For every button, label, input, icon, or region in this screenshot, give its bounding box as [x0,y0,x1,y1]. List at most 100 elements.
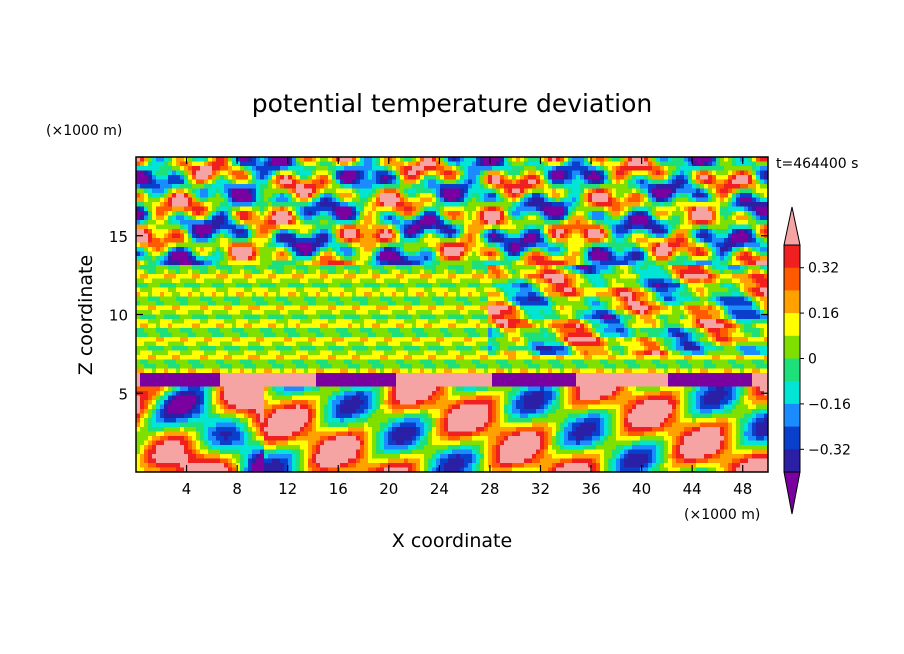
heatmap-cell [236,175,241,181]
heatmap-cell [240,215,245,221]
heatmap-cell [376,233,381,239]
heatmap-cell [440,215,445,221]
heatmap-cell [564,260,569,266]
heatmap-cell [404,247,409,253]
heatmap-cell [668,265,673,271]
heatmap-cell [160,224,165,230]
heatmap-cell [664,161,669,167]
heatmap-cell [328,193,333,199]
heatmap-cell [572,193,577,199]
heatmap-cell [196,202,201,208]
heatmap-cell [400,220,405,226]
heatmap-cell [532,278,537,284]
heatmap-cell [340,206,345,212]
heatmap-cell [548,220,553,226]
heatmap-cell [468,170,473,176]
heatmap-cell [632,179,637,185]
heatmap-cell [760,206,765,212]
heatmap-cell [364,229,369,235]
heatmap-cell [600,157,605,163]
heatmap-cell [476,283,481,289]
heatmap-cell [308,166,313,172]
heatmap-cell [232,283,237,289]
heatmap-cell [336,179,341,185]
heatmap-cell [728,269,733,275]
heatmap-cell [536,238,541,244]
heatmap-cell [236,233,241,239]
heatmap-cell [200,233,205,239]
heatmap-cell [684,202,689,208]
heatmap-cell [688,233,693,239]
heatmap-cell [208,202,213,208]
heatmap-cell [512,206,517,212]
heatmap-cell [452,175,457,181]
heatmap-cell [648,247,653,253]
heatmap-cell [360,220,365,226]
heatmap-cell [216,287,221,293]
heatmap-cell [256,166,261,172]
heatmap-cell [468,184,473,190]
heatmap-cell [468,251,473,257]
heatmap-cell [364,278,369,284]
heatmap-cell [472,292,477,298]
heatmap-cell [556,202,561,208]
heatmap-cell [368,175,373,181]
heatmap-cell [340,224,345,230]
heatmap-cell [464,274,469,280]
heatmap-cell [320,170,325,176]
heatmap-cell [292,287,297,293]
heatmap-cell [424,220,429,226]
heatmap-cell [284,179,289,185]
heatmap-cell [640,166,645,172]
heatmap-cell [408,166,413,172]
heatmap-cell [156,211,161,217]
heatmap-cell [200,206,205,212]
heatmap-cell [176,166,181,172]
heatmap-cell [724,256,729,262]
heatmap-cell [676,233,681,239]
heatmap-cell [392,161,397,167]
heatmap-cell [280,274,285,280]
heatmap-cell [480,157,485,163]
heatmap-cell [396,202,401,208]
heatmap-cell [248,278,253,284]
heatmap-cell [388,224,393,230]
heatmap-cell [276,179,281,185]
heatmap-cell [356,202,361,208]
heatmap-cell [564,283,569,289]
heatmap-cell [740,247,745,253]
heatmap-cell [288,265,293,271]
heatmap-cell [628,184,633,190]
heatmap-cell [468,175,473,181]
heatmap-cell [580,229,585,235]
heatmap-cell [720,188,725,194]
heatmap-cell [424,184,429,190]
heatmap-cell [560,220,565,226]
heatmap-cell [428,170,433,176]
heatmap-cell [396,211,401,217]
heatmap-cell [556,161,561,167]
heatmap-cell [144,278,149,284]
heatmap-cell [204,292,209,298]
heatmap-cell [240,197,245,203]
heatmap-cell [336,166,341,172]
heatmap-cell [688,274,693,280]
heatmap-cell [356,161,361,167]
heatmap-cell [380,251,385,257]
heatmap-cell [316,242,321,248]
heatmap-cell [592,170,597,176]
heatmap-cell [220,283,225,289]
heatmap-cell [552,193,557,199]
heatmap-cell [248,238,253,244]
heatmap-cell [736,193,741,199]
heatmap-cell [176,260,181,266]
heatmap-cell [756,224,761,230]
heatmap-cell [680,193,685,199]
heatmap-cell [648,265,653,271]
heatmap-cell [504,242,509,248]
heatmap-cell [520,238,525,244]
heatmap-cell [736,179,741,185]
heatmap-cell [344,215,349,221]
heatmap-cell [756,202,761,208]
heatmap-cell [652,193,657,199]
